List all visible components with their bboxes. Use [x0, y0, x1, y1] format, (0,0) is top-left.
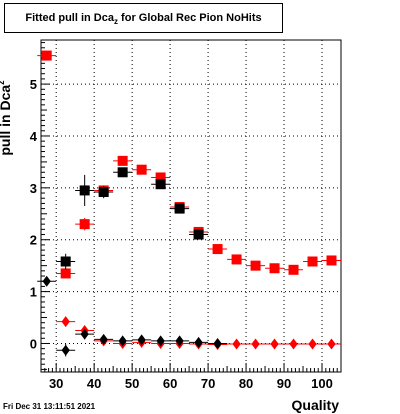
data-point-square [326, 255, 337, 266]
y-tick-label: 5 [30, 77, 37, 92]
data-point-diamond [270, 338, 279, 350]
data-point-square [193, 229, 204, 240]
x-tick-label: 100 [311, 376, 333, 391]
plot-area [41, 40, 341, 372]
y-tick-label: 4 [30, 129, 38, 144]
data-point-square [136, 164, 147, 175]
plot-title-rest: for Global Rec Pion NoHits [118, 12, 262, 24]
data-point-diamond [61, 316, 70, 328]
x-tick-label: 80 [239, 376, 253, 391]
data-point-diamond [118, 335, 127, 347]
y-tick-label: 0 [30, 336, 37, 351]
data-point-square [98, 186, 109, 197]
data-point-square [79, 185, 90, 196]
y-tick-label: 1 [30, 285, 37, 300]
data-point-square [155, 172, 166, 183]
data-point-square [269, 263, 280, 274]
x-tick-label: 70 [201, 376, 215, 391]
data-point-square [250, 260, 261, 271]
y-tick-label: 2 [30, 233, 37, 248]
data-point-square [60, 268, 71, 279]
x-tick-label: 60 [163, 376, 177, 391]
timestamp-footer: Fri Dec 31 13:11:51 2021 [3, 402, 96, 411]
data-point-square [231, 254, 242, 265]
data-point-square [60, 256, 71, 267]
x-tick-label: 40 [87, 376, 101, 391]
data-point-square [288, 264, 299, 275]
data-point-diamond [232, 338, 241, 350]
data-point-diamond [175, 335, 184, 347]
x-tick-label: 50 [125, 376, 139, 391]
data-point-diamond [137, 334, 146, 346]
data-point-square [174, 203, 185, 214]
data-point-square [212, 244, 223, 255]
y-axis-label-main: pull in Dca [0, 84, 13, 156]
data-point-diamond [327, 338, 336, 350]
plot-title-main: Fitted pull in Dca [25, 12, 114, 24]
data-point-square [117, 167, 128, 178]
x-tick-label: 30 [49, 376, 63, 391]
data-point-diamond [213, 337, 222, 349]
data-point-diamond [99, 333, 108, 345]
data-point-diamond [61, 344, 70, 356]
data-point-square [41, 50, 52, 61]
plot-title-subscript: z [114, 17, 118, 26]
data-point-diamond [42, 275, 51, 287]
data-point-diamond [308, 338, 317, 350]
data-point-diamond [156, 335, 165, 347]
data-point-square [79, 219, 90, 230]
data-point-square [155, 179, 166, 190]
data-point-square [307, 256, 318, 267]
y-axis-label-subscript: z [0, 80, 6, 85]
x-tick-label: 90 [277, 376, 291, 391]
data-point-square [117, 155, 128, 166]
data-point-diamond [194, 336, 203, 348]
data-point-diamond [80, 328, 89, 340]
y-axis-label: pull in Dcaz [0, 80, 13, 155]
data-point-diamond [251, 338, 260, 350]
data-point-diamond [289, 338, 298, 350]
plot-title: Fitted pull in Dcaz for Global Rec Pion … [5, 12, 282, 26]
y-tick-label: 3 [30, 181, 37, 196]
x-axis-label: Quality [291, 397, 339, 413]
plot-frame [40, 39, 342, 373]
plot-title-box: Fitted pull in Dcaz for Global Rec Pion … [4, 3, 283, 33]
